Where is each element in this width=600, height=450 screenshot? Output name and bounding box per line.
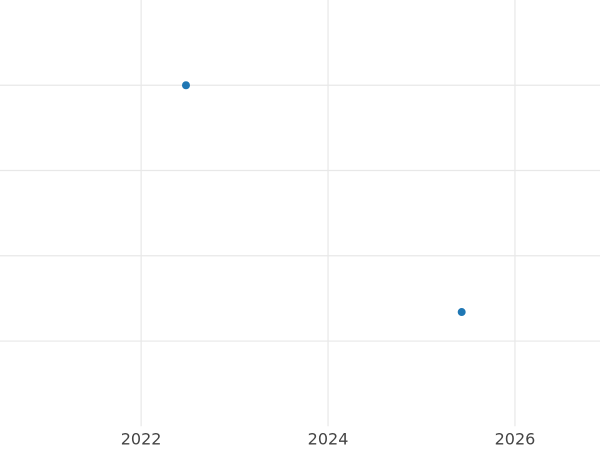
point xyxy=(181,81,190,90)
x-tick-label: 2024 xyxy=(308,430,349,449)
x-tick-label: 2022 xyxy=(121,430,162,449)
x-tick-label: 2026 xyxy=(495,430,536,449)
point xyxy=(457,308,466,317)
